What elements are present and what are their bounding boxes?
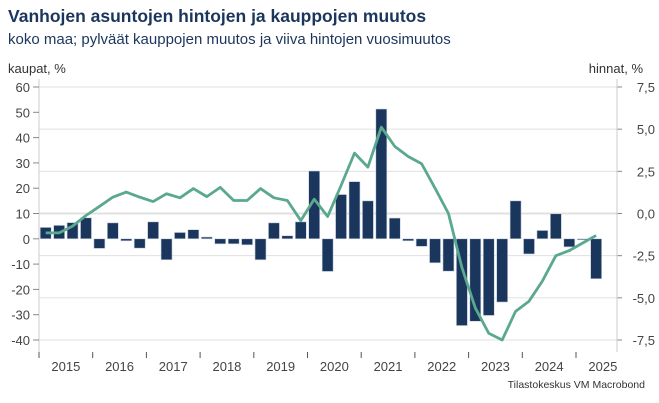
right-tick-label: -2,5 [633, 249, 655, 264]
bar [174, 232, 186, 240]
bar [335, 194, 347, 240]
x-tick-label: 2019 [266, 359, 295, 374]
left-tick-label: -40 [11, 333, 30, 348]
bar [550, 213, 562, 240]
bar [281, 235, 294, 240]
x-tick-label: 2015 [51, 359, 80, 374]
price-line [45, 125, 597, 342]
left-tick-label: -20 [11, 282, 30, 297]
bar [227, 238, 240, 245]
bar [120, 238, 133, 242]
bar [133, 238, 146, 249]
left-tick-label: 60 [16, 80, 30, 95]
x-tick-label: 2021 [374, 359, 403, 374]
right-tick-label: 0,0 [637, 207, 655, 222]
bar [147, 221, 159, 240]
bar [201, 236, 213, 240]
right-tick-label: 2,5 [637, 164, 655, 179]
bar [415, 238, 428, 247]
left-tick-label: 50 [16, 105, 30, 120]
bar [509, 200, 522, 240]
bar [348, 181, 361, 240]
left-tick-label: 20 [16, 181, 30, 196]
x-tick-label: 2017 [159, 359, 188, 374]
x-tick-label: 2024 [535, 359, 564, 374]
bar [294, 221, 307, 240]
bar [80, 217, 92, 240]
bar [388, 217, 401, 240]
bar [523, 238, 535, 255]
chart-subtitle: koko maa; pylväät kauppojen muutos ja vi… [8, 31, 451, 48]
left-tick-label: -10 [11, 257, 30, 272]
bar [482, 238, 495, 316]
bar [362, 200, 374, 240]
x-tick-label: 2023 [481, 359, 510, 374]
right-tick-label: -5,0 [633, 291, 655, 306]
left-tick-label: 0 [23, 232, 30, 247]
bar [429, 238, 441, 264]
x-tick-label: 2018 [212, 359, 241, 374]
source-note: Tilastokeskus VM Macrobond [507, 379, 645, 391]
bar [254, 238, 267, 261]
bar [375, 108, 388, 240]
x-tick-label: 2016 [105, 359, 134, 374]
chart-title: Vanhojen asuntojen hintojen ja kauppojen… [8, 6, 427, 26]
x-tick-label: 2025 [588, 359, 617, 374]
bar [241, 238, 253, 246]
left-tick-label: 30 [16, 156, 30, 171]
bar [496, 238, 508, 303]
bar [268, 222, 280, 240]
right-tick-label: 7,5 [637, 80, 655, 95]
bar [469, 238, 482, 322]
left-axis-label: kaupat, % [8, 61, 66, 76]
bar [321, 238, 334, 272]
x-tick-label: 2022 [427, 359, 456, 374]
bar [563, 238, 576, 248]
right-tick-label: 5,0 [637, 122, 655, 137]
left-tick-label: 40 [16, 131, 30, 146]
bar [160, 238, 173, 261]
bar [107, 222, 119, 240]
bar [536, 230, 549, 240]
bar [93, 238, 106, 249]
bar [187, 229, 200, 240]
bar [402, 238, 414, 242]
bar [214, 238, 227, 245]
left-tick-label: -30 [11, 308, 30, 323]
left-tick-label: 10 [16, 207, 30, 222]
bar [590, 238, 602, 280]
bar [66, 222, 79, 240]
right-tick-label: -7,5 [633, 333, 655, 348]
x-tick-label: 2020 [320, 359, 349, 374]
bar [442, 238, 455, 272]
right-axis-label: hinnat, % [588, 61, 643, 76]
